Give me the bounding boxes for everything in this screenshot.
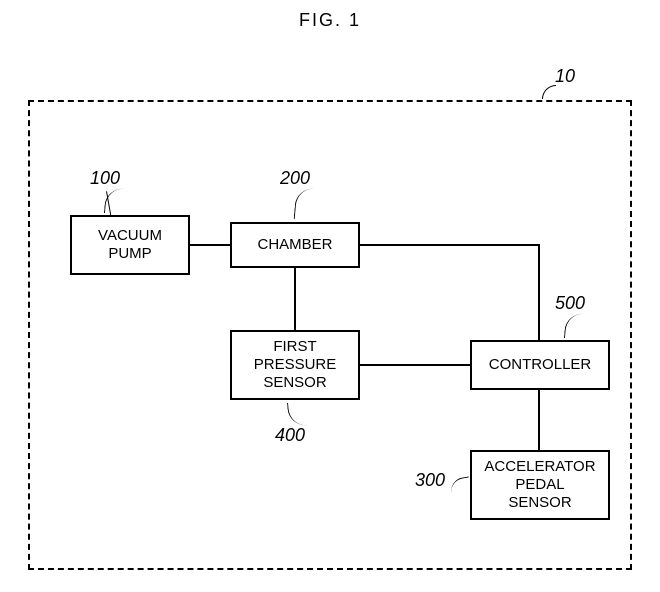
edge-ctrl-accel [538, 390, 540, 450]
controller-box: CONTROLLER [470, 340, 610, 390]
vacuum-pump-box: VACUUM PUMP [70, 215, 190, 275]
diagram-canvas: FIG. 1 10 VACUUM PUMP 100 CHAMBER 200 FI… [0, 0, 660, 592]
ref-100: 100 [90, 168, 120, 189]
ref-500: 500 [555, 293, 585, 314]
chamber-box: CHAMBER [230, 222, 360, 268]
edge-chamber-ctrl-v [538, 244, 540, 340]
first-pressure-sensor-label: FIRST PRESSURE SENSOR [254, 338, 337, 392]
edge-chamber-ctrl-h [360, 244, 540, 246]
ref-200: 200 [280, 168, 310, 189]
edge-pump-chamber [190, 244, 230, 246]
edge-chamber-fps [294, 268, 296, 330]
figure-title: FIG. 1 [0, 10, 660, 31]
accelerator-label: ACCELERATOR PEDAL SENSOR [484, 458, 595, 512]
controller-label: CONTROLLER [489, 356, 592, 374]
ref-400: 400 [275, 425, 305, 446]
ref-10: 10 [555, 66, 575, 87]
ref-300: 300 [415, 470, 445, 491]
edge-fps-ctrl [360, 364, 470, 366]
ref-10-pointer [542, 85, 556, 99]
first-pressure-sensor-box: FIRST PRESSURE SENSOR [230, 330, 360, 400]
accelerator-box: ACCELERATOR PEDAL SENSOR [470, 450, 610, 520]
vacuum-pump-label: VACUUM PUMP [98, 227, 162, 263]
chamber-label: CHAMBER [257, 236, 332, 254]
